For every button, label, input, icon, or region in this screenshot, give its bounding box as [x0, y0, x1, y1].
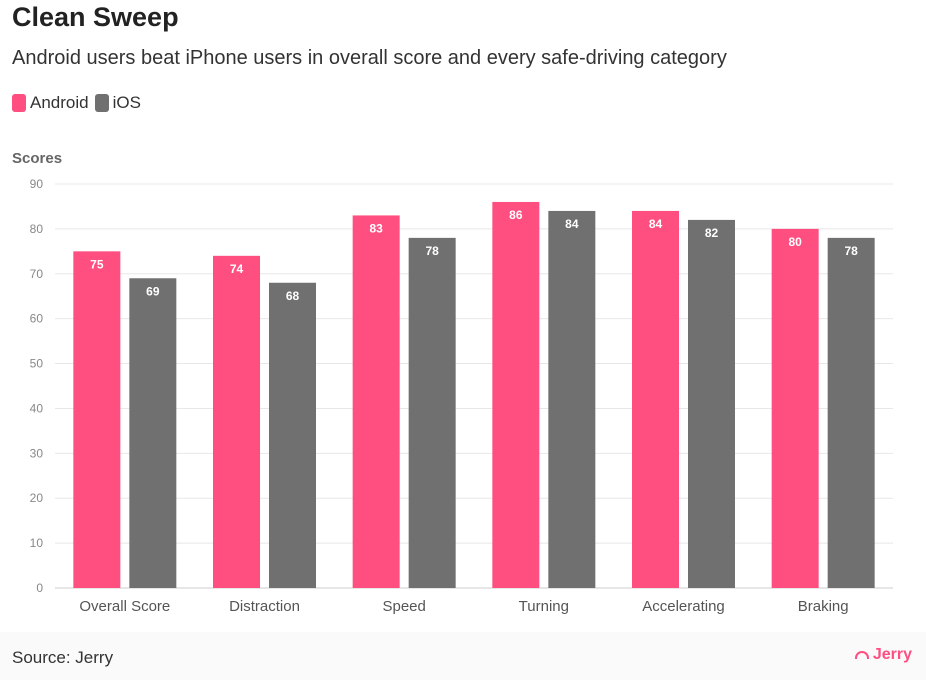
bar-android-3[interactable] [492, 201, 540, 588]
y-tick-label: 0 [36, 581, 43, 595]
bar-android-2[interactable] [352, 215, 400, 588]
legend-swatch-android [12, 94, 26, 112]
data-label: 75 [90, 257, 104, 271]
bar-ios-5[interactable] [827, 237, 875, 588]
legend-label-ios: iOS [112, 93, 141, 112]
y-tick-label: 40 [30, 401, 44, 415]
data-label: 68 [286, 289, 300, 303]
source-note: Source: Jerry [12, 648, 114, 667]
bar-android-5[interactable] [771, 228, 819, 588]
y-tick-label: 30 [30, 446, 44, 460]
brand-logo[interactable]: Jerry [854, 646, 912, 664]
y-tick-label: 10 [30, 536, 44, 550]
y-tick-label: 90 [30, 177, 44, 191]
data-label: 84 [565, 217, 579, 231]
bar-android-1[interactable] [213, 255, 260, 589]
y-tick-label: 70 [30, 267, 44, 281]
data-label: 78 [425, 244, 439, 258]
x-tick-label: Braking [798, 598, 849, 615]
x-tick-label: Turning [519, 598, 569, 615]
y-tick-label: 80 [30, 222, 44, 236]
legend-item-ios[interactable]: iOS [94, 93, 141, 113]
y-tick-label: 50 [30, 357, 44, 371]
bar-ios-4[interactable] [688, 219, 735, 588]
x-tick-label: Speed [382, 598, 425, 615]
data-label: 84 [649, 217, 663, 231]
data-label: 78 [844, 244, 858, 258]
x-tick-label: Distraction [229, 598, 300, 615]
data-label: 83 [369, 221, 383, 235]
bar-ios-1[interactable] [269, 282, 316, 588]
bar-ios-3[interactable] [548, 210, 596, 588]
bar-android-4[interactable] [632, 210, 679, 588]
chart-title: Clean Sweep [12, 2, 179, 32]
data-label: 74 [230, 262, 244, 276]
x-tick-label: Accelerating [642, 598, 725, 615]
y-tick-label: 60 [30, 312, 44, 326]
legend: Android iOS [12, 93, 147, 113]
bar-android-0[interactable] [73, 251, 121, 588]
data-label: 86 [509, 208, 523, 222]
chart-subtitle: Android users beat iPhone users in overa… [12, 47, 727, 69]
legend-item-android[interactable]: Android [12, 93, 89, 113]
x-tick-label: Overall Score [79, 598, 170, 615]
y-tick-label: 20 [30, 491, 44, 505]
data-label: 80 [788, 235, 802, 249]
footer: Source: Jerry Jerry [0, 632, 926, 680]
bar-chart: 0 10 20 30 40 50 60 70 80 90 75 69 Overall Score 74 68… [30, 177, 893, 615]
legend-label-android: Android [30, 93, 89, 112]
legend-swatch-ios [94, 94, 109, 112]
bar-ios-0[interactable] [129, 278, 177, 588]
brand-name: Jerry [872, 646, 912, 663]
jerry-logo-icon [854, 651, 869, 659]
y-axis-label: Scores [12, 150, 63, 167]
data-label: 69 [146, 284, 160, 298]
data-label: 82 [705, 226, 719, 240]
bar-ios-2[interactable] [408, 237, 456, 588]
